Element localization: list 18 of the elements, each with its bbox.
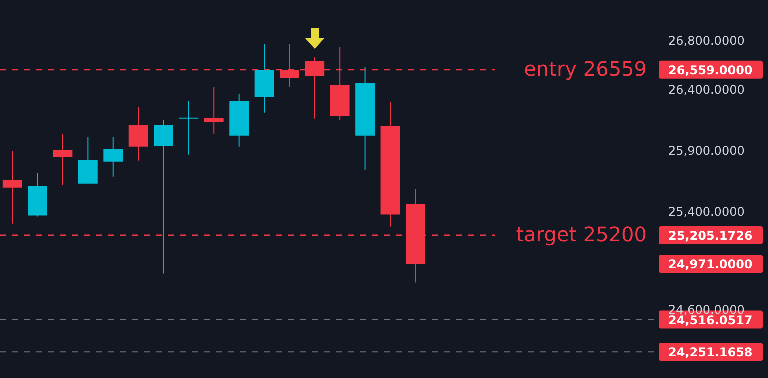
candlestick bbox=[53, 134, 73, 186]
candlestick bbox=[204, 86, 224, 134]
candlestick bbox=[128, 106, 148, 162]
y-tick-label: 26,800.0000 bbox=[668, 34, 745, 48]
y-tick-label: 24,251.1658 bbox=[668, 346, 753, 360]
y-tick-label: 25,205.1726 bbox=[668, 228, 753, 243]
y-tick-label: 26,400.0000 bbox=[668, 82, 745, 97]
candlestick bbox=[2, 150, 22, 224]
candlestick bbox=[154, 120, 174, 274]
y-tick-label: 25,900.0000 bbox=[668, 144, 745, 158]
candlestick bbox=[104, 136, 124, 178]
y-tick-label: 26,559.0000 bbox=[668, 63, 753, 78]
y-tick-label: 25,400.0000 bbox=[668, 205, 745, 220]
candlestick bbox=[179, 100, 199, 156]
y-tick-label: 24,971.0000 bbox=[668, 258, 753, 272]
candlestick bbox=[78, 136, 98, 184]
ref-line-label: target 25200 bbox=[516, 222, 647, 246]
ref-line-label: entry 26559 bbox=[524, 56, 647, 81]
